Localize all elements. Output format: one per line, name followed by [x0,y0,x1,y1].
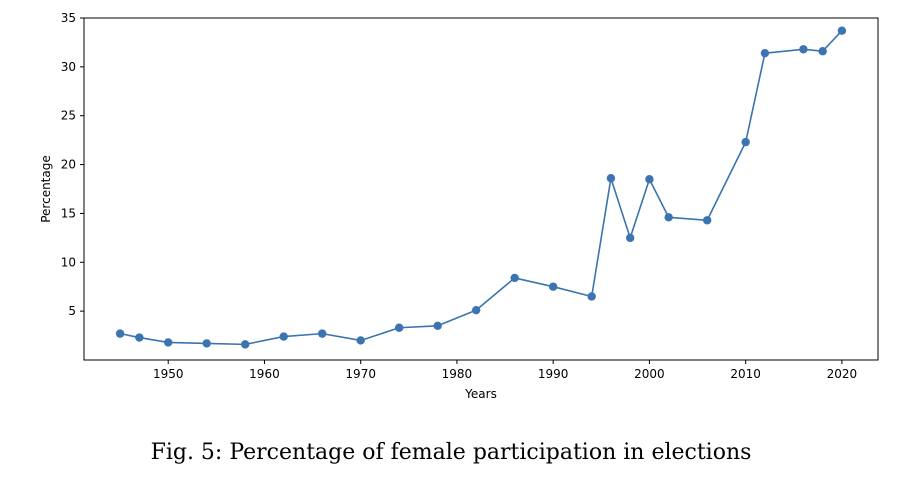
y-axis-label: Percentage [39,155,53,223]
line-chart: 5 10 15 20 25 30 35 1950 1960 1970 1980 1990 2000 20… [39,11,879,401]
data-point [356,336,365,345]
x-axis-label: Years [464,387,497,401]
data-point [135,333,144,342]
data-point [645,175,654,184]
y-tick-label: 5 [68,304,76,318]
series-line [119,30,843,346]
y-tick-label: 10 [61,255,76,269]
data-point [664,213,673,222]
data-point [202,339,211,348]
x-tick-label: 1960 [249,367,280,381]
data-point [318,329,327,338]
x-tick-label: 1950 [153,367,184,381]
data-point [760,48,770,58]
data-point [548,282,558,291]
data-point [471,305,481,315]
y-tick-label: 35 [61,11,76,25]
data-point [433,321,442,330]
y-tick-label: 20 [61,158,76,172]
plot-frame [83,17,879,361]
figure-caption: Fig. 5: Percentage of female participati… [150,440,752,465]
x-tick-label: 1970 [345,367,376,381]
x-tick-label: 1980 [442,367,473,381]
data-point [510,273,519,283]
y-tick-label: 15 [61,206,76,220]
y-tick-label: 25 [61,109,76,123]
data-point [818,47,827,56]
data-point [741,137,750,147]
data-point [241,340,250,349]
data-point [587,292,596,301]
x-tick-label: 2020 [827,367,858,381]
data-point [625,233,635,243]
data-point [702,216,712,225]
data-point [115,329,125,338]
data-point [837,26,847,35]
data-point [394,323,404,332]
data-point [606,174,616,183]
x-tick-label: 1990 [538,367,569,381]
y-tick-label: 30 [61,60,76,74]
x-tick-label: 2000 [634,367,665,381]
x-tick-label: 2010 [730,367,761,381]
data-point [799,45,808,54]
data-point [164,338,173,347]
data-point [279,332,288,341]
